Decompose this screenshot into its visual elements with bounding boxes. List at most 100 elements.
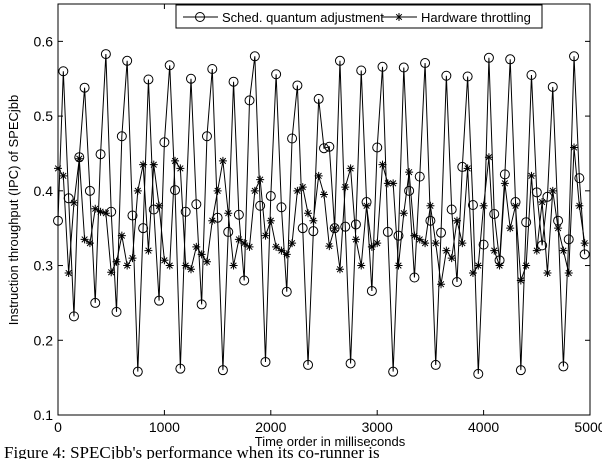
data-point-hw [139,161,147,169]
data-point-hw [458,239,466,247]
data-point-hw [336,265,344,273]
data-point-hw [394,262,402,270]
data-point-hw [251,187,259,195]
data-point-hw [182,262,190,270]
data-point-hw [543,269,551,277]
y-tick-label: 0.5 [34,108,54,124]
data-point-hw [123,262,131,270]
data-point-hw [575,202,583,210]
data-point-hw [155,202,163,210]
data-point-hw [277,247,285,255]
data-point-hw [198,250,206,258]
data-point-hw [288,239,296,247]
data-point-hw [442,247,450,255]
data-point-hw [70,199,78,207]
legend: Sched. quantum adjustment Hardware throt… [176,5,542,28]
data-point-hw [293,187,301,195]
data-point-hw [331,224,339,232]
data-point-hw [113,258,121,266]
data-point-hw [320,191,328,199]
y-tick-label: 0.3 [34,258,54,274]
data-point-hw [453,217,461,225]
data-point-hw [527,172,535,180]
legend-label-sched: Sched. quantum adjustment [222,10,384,25]
data-point-hw [368,243,376,251]
data-point-hw [187,265,195,273]
data-point-hw [86,239,94,247]
legend-marker-star [395,13,403,21]
data-point-hw [469,269,477,277]
data-point-hw [219,157,227,165]
data-point-hw [176,164,184,172]
data-point-hw [389,179,397,187]
data-point-hw [267,217,275,225]
data-point-hw [256,176,264,184]
data-point-hw [309,217,317,225]
data-point-hw [405,168,413,176]
data-point-hw [464,164,472,172]
data-point-hw [501,179,509,187]
data-point-hw [272,243,280,251]
data-point-hw [570,143,578,151]
data-point-hw [421,239,429,247]
data-point-hw [54,164,62,172]
data-point-hw [240,239,248,247]
data-point-hw [373,239,381,247]
data-point-hw [581,239,589,247]
data-point-hw [363,202,371,210]
data-point-hw [261,232,269,240]
x-tick-label: 3000 [362,419,393,435]
data-point-hw [352,235,360,243]
data-point-hw [341,183,349,191]
y-tick-label: 0.4 [34,183,54,199]
data-point-hw [203,258,211,266]
data-point-hw [522,262,530,270]
data-point-hw [485,153,493,161]
data-point-hw [166,262,174,270]
data-point-hw [107,268,115,276]
y-tick-label: 0.2 [34,332,54,348]
data-point-hw [506,224,514,232]
data-point-hw [565,269,573,277]
data-point-hw [97,208,105,216]
y-tick-label: 0.1 [34,407,54,423]
data-point-hw [432,239,440,247]
x-tick-label: 1000 [149,419,180,435]
data-point-hw [559,247,567,255]
data-point-hw [75,155,83,163]
data-point-hw [171,157,179,165]
data-point-hw [357,262,365,270]
data-point-hw [325,242,333,250]
data-point-hw [118,232,126,240]
data-point-hw [214,187,222,195]
data-point-hw [315,172,323,180]
data-point-hw [208,217,216,225]
data-point-hw [59,172,67,180]
data-point-hw [496,262,504,270]
data-point-hw [347,164,355,172]
data-point-hw [549,187,557,195]
x-tick-label: 4000 [468,419,499,435]
data-point-hw [437,280,445,288]
y-axis-label: Instruction throughput (IPC) of SPECjbb [6,95,21,326]
data-point-hw [490,247,498,255]
data-point-hw [144,247,152,255]
data-point-hw [224,209,232,217]
data-point-hw [128,254,136,262]
data-point-hw [150,161,158,169]
data-point-hw [410,232,418,240]
data-point-hw [379,161,387,169]
data-point-hw [426,202,434,210]
data-point-hw [512,202,520,210]
data-point-hw [235,235,243,243]
data-point-hw [192,243,200,251]
data-point-hw [448,254,456,262]
legend-star-shape [395,13,403,21]
x-tick-label: 5000 [574,419,602,435]
data-point-hw [283,250,291,258]
figure-caption: Figure 4: SPECjbb's performance when its… [4,443,380,459]
data-point-hw [538,198,546,206]
data-point-hw [102,209,110,217]
data-point-hw [554,224,562,232]
